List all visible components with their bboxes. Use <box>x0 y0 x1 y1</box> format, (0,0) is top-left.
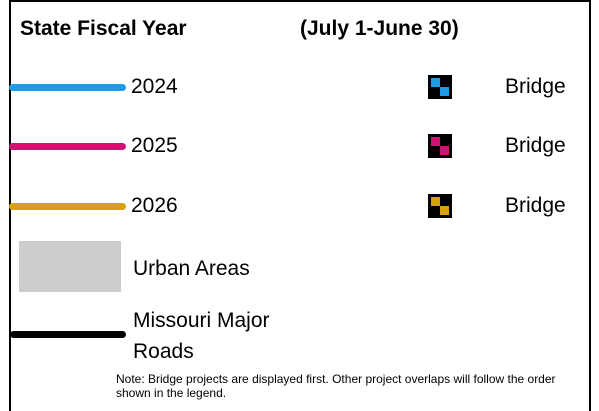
bridge-icon-2026 <box>428 194 452 218</box>
bridge-label-2025: Bridge <box>505 134 566 157</box>
bridge-icon-2024 <box>428 75 452 99</box>
major-roads-label: Missouri Major Roads <box>133 309 270 363</box>
bridge-label-2026: Bridge <box>505 194 566 217</box>
urban-areas-label: Urban Areas <box>133 257 250 280</box>
year-label-2025: 2025 <box>131 134 178 157</box>
bridge-label-2024: Bridge <box>505 75 566 98</box>
major-roads-swatch <box>10 331 126 338</box>
line-swatch-2025 <box>9 143 126 150</box>
legend-note: Note: Bridge projects are displayed firs… <box>116 372 556 400</box>
bridge-icon-2025 <box>428 134 452 158</box>
line-swatch-2024 <box>9 84 126 91</box>
year-label-2024: 2024 <box>131 75 178 98</box>
urban-areas-swatch <box>19 241 121 292</box>
line-swatch-2026 <box>9 203 126 210</box>
year-label-2026: 2026 <box>131 194 178 217</box>
legend-title: State Fiscal Year <box>20 17 187 40</box>
legend-date-range: (July 1-June 30) <box>300 17 459 40</box>
